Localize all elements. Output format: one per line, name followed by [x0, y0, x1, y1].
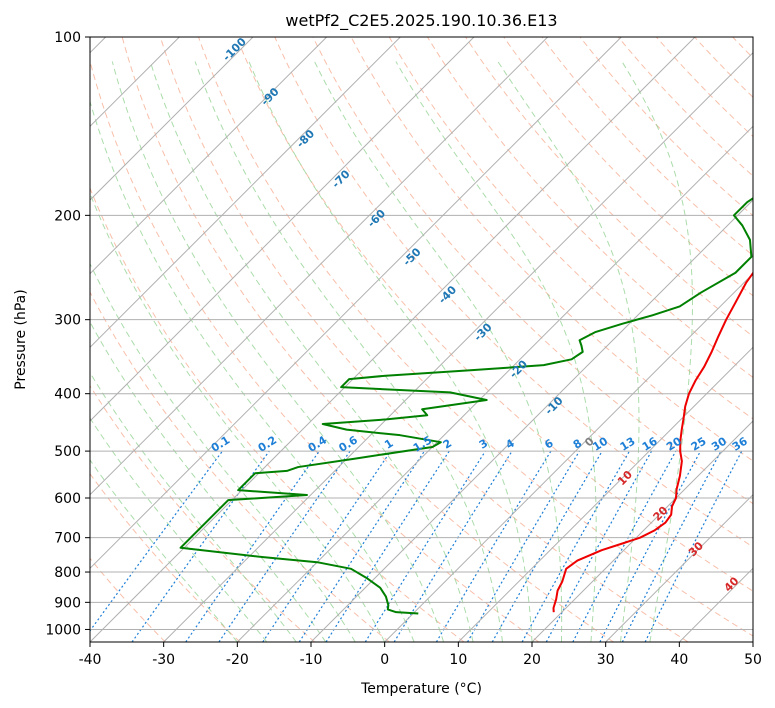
- moist-adiabat-line: [90, 99, 415, 642]
- moist-adiabat-line: [621, 61, 693, 642]
- isotherm-line: [457, 346, 753, 642]
- moist-adiabat-line: [90, 371, 297, 642]
- y-tick-label: 100: [54, 30, 81, 46]
- dry-adiabat-line: [159, 37, 689, 642]
- x-tick-label: -40: [79, 652, 102, 668]
- moist-adiabat-line: [111, 61, 445, 642]
- moist-adiabat-line: [149, 61, 474, 642]
- isotherm-line: [90, 37, 401, 349]
- mixing-ratio-line: [621, 450, 722, 642]
- isotherm-line: [310, 199, 753, 642]
- x-tick-label: 20: [523, 652, 541, 668]
- dry-adiabat-line: [90, 384, 316, 642]
- mixing-ratio-line: [364, 450, 486, 642]
- chart-title: wetPf2_C2E5.2025.190.10.36.E13: [285, 11, 557, 31]
- isotherm-line: [90, 37, 254, 201]
- x-axis-label: Temperature (°C): [360, 681, 482, 697]
- y-tick-label: 700: [54, 531, 81, 547]
- moist-adiabat-line: [90, 192, 386, 642]
- y-tick-label: 600: [54, 491, 81, 507]
- moist-adiabat-line: [90, 459, 238, 642]
- y-tick-label: 900: [54, 595, 81, 611]
- dry-adiabat-line: [90, 291, 390, 642]
- y-tick-label: 400: [54, 387, 81, 403]
- mixing-ratio-line: [298, 450, 425, 642]
- x-axis: -40 -30 -20 -10 0 10 20 30 40 50: [79, 642, 762, 668]
- dry-adiabats: [90, 37, 753, 642]
- moist-adiabat-line: [395, 61, 597, 642]
- isotherm-line: [90, 37, 328, 275]
- x-tick-label: 10: [449, 652, 467, 668]
- dry-adiabat-line: [312, 37, 753, 505]
- isotherm-line: [90, 37, 475, 422]
- isotherm-line: [236, 125, 753, 642]
- dry-adiabat-line: [121, 37, 614, 642]
- x-tick-label: -20: [226, 652, 249, 668]
- mixing-ratio-line: [218, 450, 351, 642]
- y-tick-label: 1000: [45, 622, 81, 638]
- dry-adiabat-line: [90, 59, 540, 642]
- y-tick-label: 500: [54, 444, 81, 460]
- moist-adiabat-line: [248, 61, 533, 642]
- y-axis-label: Pressure (hPa): [13, 289, 29, 389]
- moist-adiabat-line: [497, 61, 640, 642]
- plot-frame: [89, 36, 754, 643]
- x-tick-label: 40: [670, 652, 688, 668]
- mixing-ratio-line: [185, 450, 320, 642]
- x-tick-label: -30: [152, 652, 175, 668]
- dry-adiabat-line: [236, 37, 753, 592]
- isotherm-line: [605, 493, 753, 642]
- y-tick-label: 200: [54, 208, 81, 224]
- isotherm-lines: [90, 37, 753, 642]
- dry-adiabat-line: [274, 37, 753, 548]
- isotherm-line: [90, 37, 696, 642]
- mixing-ratio-line: [435, 450, 552, 642]
- moist-adiabat-line: [194, 61, 504, 642]
- x-tick-label: 30: [597, 652, 615, 668]
- mixing-ratio-line: [545, 450, 653, 642]
- mixing-ratio-line: [262, 450, 392, 642]
- isotherm-line: [163, 51, 753, 642]
- dry-adiabat-line: [197, 37, 753, 637]
- y-axis: 1000 900 800 700 600 500 400 300 200 100: [45, 30, 90, 638]
- y-tick-label: 800: [54, 565, 81, 581]
- moist-adiabat-line: [90, 417, 268, 642]
- pressure-gridlines: [90, 37, 753, 630]
- temperature-profile-line: [552, 271, 753, 613]
- x-tick-label: -10: [300, 652, 323, 668]
- isotherm-line: [90, 37, 549, 496]
- isotherm-line: [531, 420, 753, 642]
- x-tick-label: 0: [380, 652, 389, 668]
- moist-adiabat-line: [90, 320, 327, 642]
- x-tick-label: 50: [744, 652, 762, 668]
- y-tick-label: 300: [54, 313, 81, 329]
- sounding-series: [179, 197, 753, 615]
- dewpoint-profile-line: [179, 197, 753, 615]
- moist-adiabat-line: [314, 61, 563, 642]
- mixing-ratio-line: [572, 450, 677, 642]
- mixing-ratio-line: [466, 450, 580, 642]
- isotherm-line: [384, 272, 753, 642]
- isotherm-line: [90, 37, 622, 570]
- mixing-ratio-line: [325, 450, 450, 642]
